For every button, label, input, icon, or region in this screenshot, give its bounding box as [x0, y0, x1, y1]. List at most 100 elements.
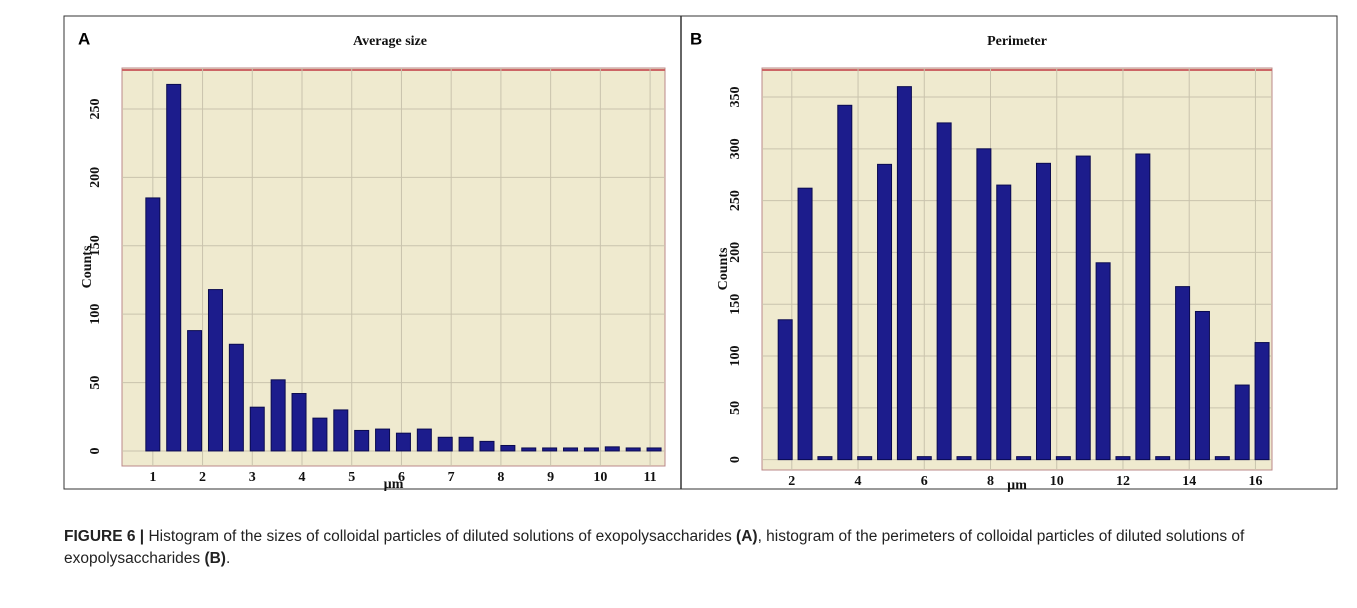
bar — [625, 447, 641, 452]
bar — [896, 86, 912, 461]
bar — [1214, 456, 1230, 461]
y-tick-label: 100 — [88, 304, 103, 325]
bar — [1135, 153, 1151, 461]
x-axis-label: µm — [1007, 478, 1027, 493]
y-tick-label: 50 — [88, 376, 103, 390]
bar — [936, 122, 952, 461]
caption-text: , histogram of the perimeters of colloid… — [64, 528, 1245, 567]
bar — [354, 429, 370, 452]
x-tick-label: 2 — [788, 474, 795, 489]
bar — [797, 187, 813, 461]
bar — [1175, 286, 1191, 461]
x-tick-label: 4 — [299, 470, 306, 485]
y-tick-label: 150 — [728, 294, 743, 315]
x-tick-label: 6 — [921, 474, 928, 489]
x-tick-label: 2 — [199, 470, 206, 485]
x-tick-label: 9 — [547, 470, 554, 485]
x-tick-label: 8 — [497, 470, 504, 485]
bar — [458, 436, 474, 452]
bar — [1095, 262, 1111, 461]
bar — [1016, 456, 1032, 461]
bar — [646, 447, 662, 452]
caption-label: FIGURE 6 | — [64, 528, 145, 545]
bar — [395, 432, 411, 452]
bar — [583, 447, 599, 452]
bar — [228, 343, 244, 452]
x-tick-label: 4 — [855, 474, 862, 489]
bar — [145, 197, 161, 452]
bar — [837, 104, 853, 461]
bar — [563, 447, 579, 452]
y-tick-label: 50 — [728, 401, 743, 415]
x-tick-label: 7 — [448, 470, 455, 485]
bar — [333, 409, 349, 452]
bar — [500, 444, 516, 452]
bar — [916, 456, 932, 461]
bar — [207, 289, 223, 452]
panel-label: A — [78, 29, 90, 48]
bar — [1055, 456, 1071, 461]
caption: FIGURE 6 | Histogram of the sizes of col… — [64, 526, 1334, 570]
bar — [166, 83, 182, 452]
bar — [604, 446, 620, 452]
bar — [479, 440, 495, 452]
bar — [270, 379, 286, 452]
bar — [249, 406, 265, 452]
bar — [1035, 162, 1051, 461]
bar — [1115, 456, 1131, 461]
caption-ref: (B) — [204, 550, 226, 567]
y-tick-label: 250 — [728, 190, 743, 211]
y-axis-label: Counts — [80, 245, 95, 288]
chart-title: Perimeter — [987, 34, 1047, 49]
y-tick-label: 100 — [728, 346, 743, 367]
bar — [312, 417, 328, 452]
bar — [976, 148, 992, 461]
caption-text: Histogram of the sizes of colloidal part… — [144, 528, 737, 545]
y-tick-label: 300 — [728, 138, 743, 159]
panel-label: B — [690, 29, 702, 48]
bar — [521, 447, 537, 452]
bar — [187, 330, 203, 452]
y-tick-label: 250 — [88, 99, 103, 120]
x-tick-label: 12 — [1116, 474, 1130, 489]
bar — [1234, 384, 1250, 461]
bar — [542, 447, 558, 452]
caption-text: . — [225, 550, 231, 567]
x-tick-label: 5 — [348, 470, 355, 485]
bar — [817, 456, 833, 461]
bar — [1155, 456, 1171, 461]
y-tick-label: 0 — [728, 456, 743, 463]
bar — [777, 319, 793, 461]
y-tick-label: 200 — [728, 242, 743, 263]
bar — [1194, 310, 1210, 461]
bar — [956, 456, 972, 461]
y-tick-label: 150 — [88, 235, 103, 256]
bar — [375, 428, 391, 452]
plot-area — [121, 67, 666, 467]
bar — [877, 163, 893, 461]
x-tick-label: 16 — [1248, 474, 1262, 489]
x-tick-label: 11 — [643, 470, 656, 485]
x-tick-label: 6 — [398, 470, 405, 485]
caption-ref: (A) — [736, 528, 758, 545]
y-tick-label: 200 — [88, 167, 103, 188]
bar — [416, 428, 432, 452]
y-axis-label: Counts — [716, 247, 731, 290]
bar — [996, 184, 1012, 461]
chart-title: Average size — [353, 34, 427, 49]
x-tick-label: 10 — [1050, 474, 1064, 489]
bar — [1254, 342, 1270, 461]
bar — [291, 393, 307, 452]
x-tick-label: 1 — [149, 470, 156, 485]
bar — [437, 436, 453, 452]
bar — [857, 456, 873, 461]
x-tick-label: 3 — [249, 470, 256, 485]
y-tick-label: 350 — [728, 87, 743, 108]
x-tick-label: 14 — [1182, 474, 1196, 489]
x-tick-label: 8 — [987, 474, 994, 489]
y-tick-label: 0 — [88, 447, 103, 454]
bar — [1075, 155, 1091, 461]
x-tick-label: 10 — [593, 470, 607, 485]
